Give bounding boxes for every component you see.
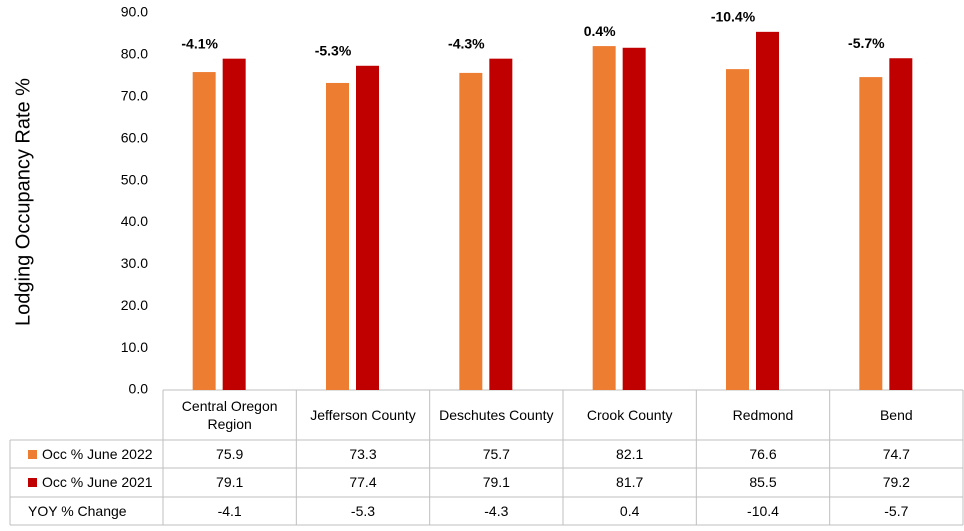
y-tick-label: 70.0 — [121, 87, 148, 103]
bar — [726, 69, 749, 391]
table-value: 73.3 — [349, 445, 377, 462]
legend-entry: Occ % June 2021 — [10, 468, 163, 497]
y-axis-title: Lodging Occupancy Rate % — [12, 78, 34, 326]
table-value: 82.1 — [616, 445, 644, 462]
table-value: 85.5 — [749, 474, 777, 491]
change-label: -10.4% — [711, 9, 756, 25]
table-value: -10.4 — [747, 502, 779, 519]
legend-label: Occ % June 2022 — [42, 445, 153, 462]
y-tick-label: 60.0 — [121, 129, 148, 145]
y-tick-label: 90.0 — [121, 4, 148, 20]
bar — [192, 72, 216, 391]
y-tick-label: 80.0 — [121, 46, 148, 62]
table-value: 75.7 — [482, 445, 510, 462]
category-label: Bend — [879, 406, 913, 423]
table-value: -5.7 — [884, 502, 909, 519]
bar — [459, 72, 483, 390]
bar — [356, 65, 379, 390]
legend-entry: Occ % June 2022 — [10, 440, 163, 468]
change-label: -4.3% — [448, 35, 485, 51]
category-label: Jefferson County — [310, 406, 416, 423]
legend-label: Occ % June 2021 — [42, 474, 153, 491]
y-tick-label: 20.0 — [121, 297, 148, 313]
bar — [222, 58, 246, 391]
bar — [489, 58, 513, 391]
table-value: 77.4 — [349, 474, 377, 491]
change-label: 0.4% — [584, 23, 616, 39]
category-label: Central Oregon Region — [181, 397, 278, 432]
category-label: Crook County — [586, 406, 673, 423]
table-value: 76.6 — [749, 445, 777, 462]
table-value: 0.4 — [619, 502, 640, 519]
y-tick-label: 0.0 — [129, 381, 149, 397]
y-tick-label: 30.0 — [121, 255, 148, 271]
change-label: -5.7% — [848, 35, 885, 51]
table-value: 81.7 — [616, 474, 644, 491]
table-value: 79.2 — [882, 474, 910, 491]
change-label: -4.1% — [181, 35, 218, 51]
table-value: -4.1 — [217, 502, 242, 519]
row-label: YOY % Change — [28, 502, 127, 519]
y-tick-label: 40.0 — [121, 213, 148, 229]
table-value: 74.7 — [882, 445, 910, 462]
y-tick-label: 50.0 — [121, 171, 148, 187]
table-value: -5.3 — [350, 502, 376, 519]
table-value: 79.1 — [216, 474, 244, 491]
bar — [592, 46, 616, 390]
table-value: 79.1 — [482, 474, 510, 491]
table-value: -4.3 — [484, 502, 509, 519]
change-label: -5.3% — [315, 42, 352, 58]
bar — [326, 82, 349, 391]
category-label: Deschutes County — [439, 406, 554, 423]
bar — [756, 31, 779, 390]
table-value: 75.9 — [216, 445, 244, 462]
bar — [859, 77, 883, 390]
bar — [889, 58, 913, 391]
bar — [622, 47, 646, 391]
legend-swatch — [28, 478, 37, 487]
category-label: Redmond — [732, 406, 794, 423]
y-tick-label: 10.0 — [121, 339, 148, 355]
legend-swatch — [28, 449, 37, 459]
